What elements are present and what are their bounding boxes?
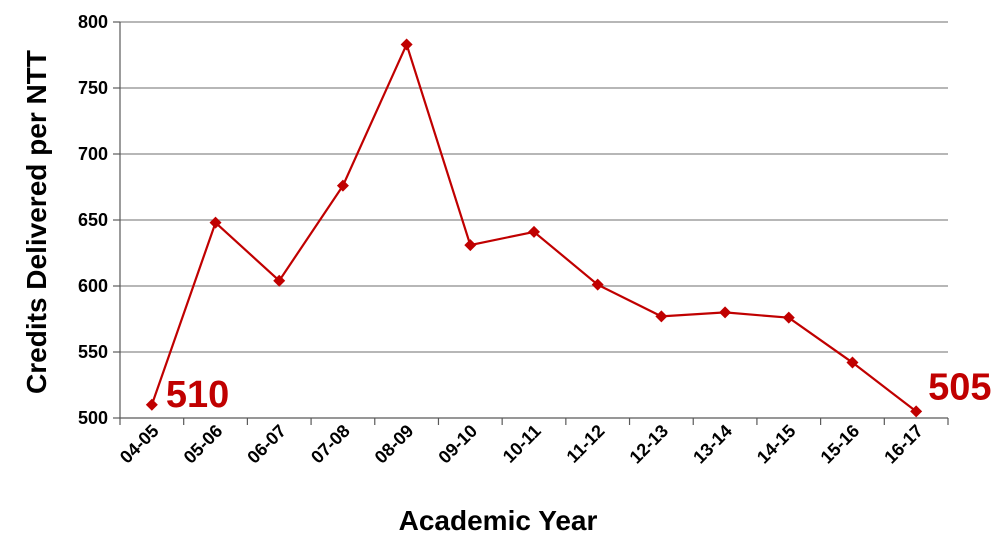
x-tick-label: 04-05 [116,421,163,468]
x-tick-label: 12-13 [626,421,673,468]
y-tick-label: 650 [78,210,108,230]
y-tick-label: 700 [78,144,108,164]
data-point [400,38,413,51]
x-tick-label: 07-08 [307,421,354,468]
x-tick-labels: 04-05 05-06 06-07 07-08 08-09 09-10 10-11 11-12… [116,418,949,468]
data-label: 510 [166,374,229,416]
y-tick-label: 600 [78,276,108,296]
x-tick-label: 06-07 [243,421,290,468]
data-point [591,278,604,291]
x-tick-label: 10-11 [499,421,545,467]
y-tick-labels: 500 550 600 650 700 750 800 [78,12,120,428]
data-annotations: 510 505 [166,366,992,415]
x-tick-label: 11-12 [563,421,609,467]
data-label: 505 [928,366,991,408]
x-tick-label: 16-17 [880,421,927,468]
data-point [145,398,158,411]
grid-lines [120,21,948,353]
x-tick-label: 08-09 [371,421,418,468]
data-point [273,274,286,287]
x-tick-label: 13-14 [689,421,736,468]
data-point [782,311,795,324]
y-tick-label: 750 [78,78,108,98]
data-point [336,179,349,192]
data-point [655,310,668,323]
x-tick-label: 09-10 [434,421,481,468]
x-tick-label: 14-15 [753,421,800,468]
data-point [719,306,732,319]
data-point [464,239,477,252]
series-group [145,38,923,418]
data-point [209,216,222,229]
y-tick-label: 550 [78,342,108,362]
y-tick-label: 500 [78,408,108,428]
y-axis-title: Credits Delivered per NTT [21,50,52,394]
x-tick-label: 15-16 [817,421,864,468]
y-tick-label: 800 [78,12,108,32]
data-point [528,225,540,238]
x-axis-title: Academic Year [399,505,598,536]
data-point [846,356,859,369]
data-point [910,405,923,418]
x-tick-label: 05-06 [180,421,227,468]
